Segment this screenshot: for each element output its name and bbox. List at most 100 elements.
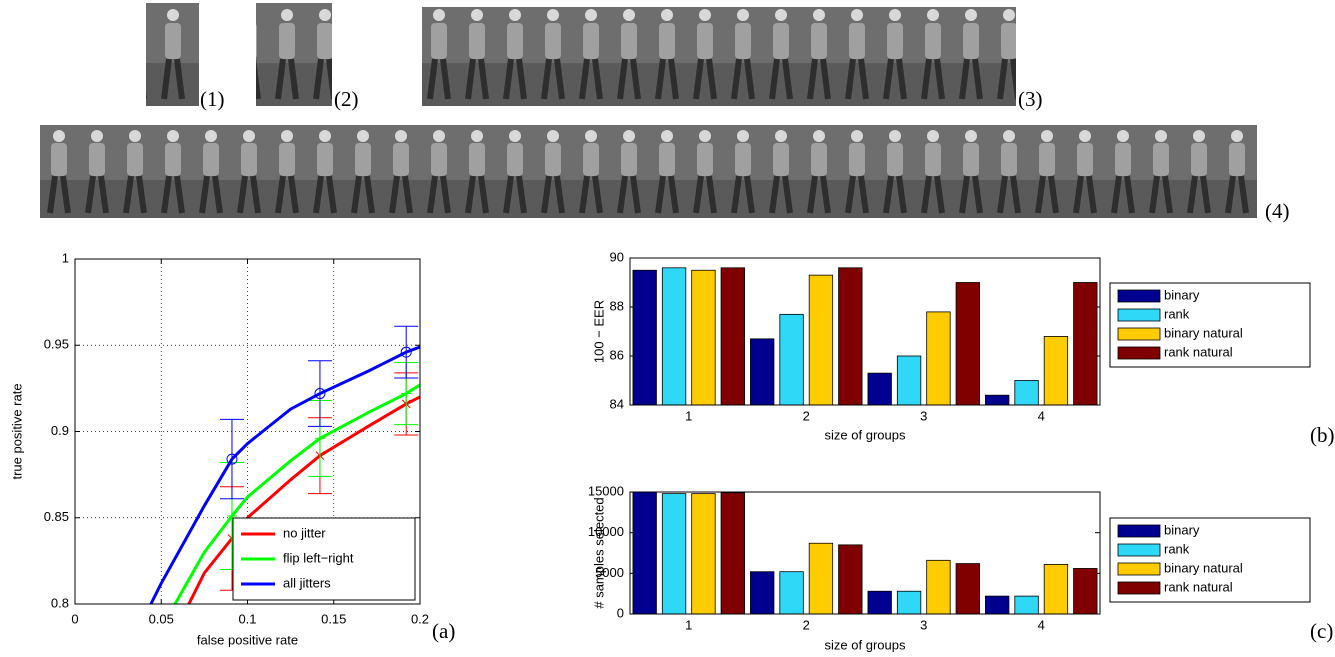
legend-label: binary <box>1164 522 1200 537</box>
legend-label: rank natural <box>1164 344 1233 359</box>
y-tick-label: 0.95 <box>44 337 69 352</box>
bar <box>750 571 775 615</box>
y-tick-label: 0.8 <box>51 595 69 610</box>
plot-layer <box>149 325 420 604</box>
x-tick-label: 0.05 <box>149 611 174 626</box>
legend-label: no jitter <box>283 525 326 540</box>
bar <box>1014 595 1039 615</box>
y-axis-label: 100 − EER <box>591 300 606 363</box>
image-pair <box>256 3 332 106</box>
legend-swatch <box>1117 289 1161 303</box>
legend-label: rank <box>1164 541 1190 556</box>
x-axis-label: size of groups <box>825 427 906 442</box>
marker <box>226 453 238 465</box>
marker <box>226 511 237 522</box>
legend-swatch <box>1117 308 1161 322</box>
x-tick-label: 4 <box>1038 408 1045 423</box>
bar <box>808 542 834 615</box>
image-long-sequence <box>40 125 1257 218</box>
bar <box>926 559 951 615</box>
bar <box>985 595 1010 615</box>
axes-frame <box>629 257 1101 406</box>
bar <box>750 338 775 406</box>
error-bar <box>394 325 419 379</box>
bar <box>1043 563 1069 615</box>
bar <box>632 269 657 406</box>
x-axis-label: size of groups <box>825 637 906 652</box>
image-label: (2) <box>334 87 359 111</box>
x-tick-label: 4 <box>1038 617 1045 632</box>
y-tick-label: 0.9 <box>51 423 69 438</box>
panel-label: (a) <box>432 619 455 643</box>
bar <box>1043 335 1069 406</box>
bar <box>867 372 892 406</box>
error-bar <box>219 418 244 500</box>
legend-swatch <box>1117 581 1161 595</box>
bar <box>691 493 716 615</box>
image-label: (1) <box>200 87 225 111</box>
axes-frame <box>629 491 1101 615</box>
bar <box>1014 380 1039 406</box>
y-axis-label: # samples selected <box>591 497 606 608</box>
bar <box>720 267 745 406</box>
legend-label: rank <box>1164 306 1190 321</box>
legend-swatch <box>1117 346 1161 360</box>
x-tick-label: 2 <box>803 408 810 423</box>
y-axis-label: true positive rate <box>9 383 24 479</box>
y-tick-label: 84 <box>610 396 624 411</box>
y-tick-label: 86 <box>610 347 624 362</box>
y-tick-label: 10000 <box>588 524 624 539</box>
panel-label: (b) <box>1310 423 1335 447</box>
axes-frame <box>74 258 421 605</box>
marker <box>314 388 326 400</box>
bar <box>896 355 922 406</box>
bar <box>985 394 1010 406</box>
bar <box>661 493 687 615</box>
bar <box>1073 282 1098 406</box>
bar <box>720 492 745 615</box>
legend-swatch <box>1117 562 1161 576</box>
bar <box>838 544 863 615</box>
legend-swatch <box>1117 543 1161 557</box>
image-label: (4) <box>1265 199 1290 223</box>
series-line <box>173 383 420 604</box>
bar <box>808 274 834 406</box>
bar <box>661 267 687 406</box>
x-tick-label: 0.2 <box>411 611 429 626</box>
bar <box>896 590 922 615</box>
y-tick-label: 88 <box>610 298 624 313</box>
x-tick-label: 2 <box>803 617 810 632</box>
y-tick-label: 0 <box>617 605 624 620</box>
marker <box>314 433 325 444</box>
bar <box>691 269 716 406</box>
series-line <box>149 345 420 604</box>
bar <box>838 267 863 406</box>
bar <box>955 282 980 406</box>
bar <box>779 313 804 406</box>
x-tick-label: 1 <box>685 408 692 423</box>
y-tick-label: 15000 <box>588 483 624 498</box>
y-tick-label: 1 <box>62 250 69 265</box>
error-bar <box>307 360 332 427</box>
legend-label: binary natural <box>1164 560 1243 575</box>
legend-swatch <box>1117 524 1161 538</box>
legend-label: binary natural <box>1164 325 1243 340</box>
y-tick-label: 90 <box>610 249 624 264</box>
x-tick-label: 0 <box>71 611 78 626</box>
x-tick-label: 0.1 <box>238 611 256 626</box>
legend-label: binary <box>1164 287 1200 302</box>
bar <box>779 571 804 615</box>
x-axis-label: false positive rate <box>197 632 298 647</box>
y-tick-label: 5000 <box>595 565 624 580</box>
bar <box>1073 568 1098 615</box>
bar <box>926 311 951 406</box>
legend-label: all jitters <box>283 575 331 590</box>
x-tick-label: 1 <box>685 617 692 632</box>
image-sequence <box>422 7 1016 106</box>
marker <box>400 346 412 358</box>
image-label: (3) <box>1018 87 1043 111</box>
image-single <box>146 3 199 106</box>
bar <box>632 491 657 615</box>
x-tick-label: 3 <box>920 408 927 423</box>
